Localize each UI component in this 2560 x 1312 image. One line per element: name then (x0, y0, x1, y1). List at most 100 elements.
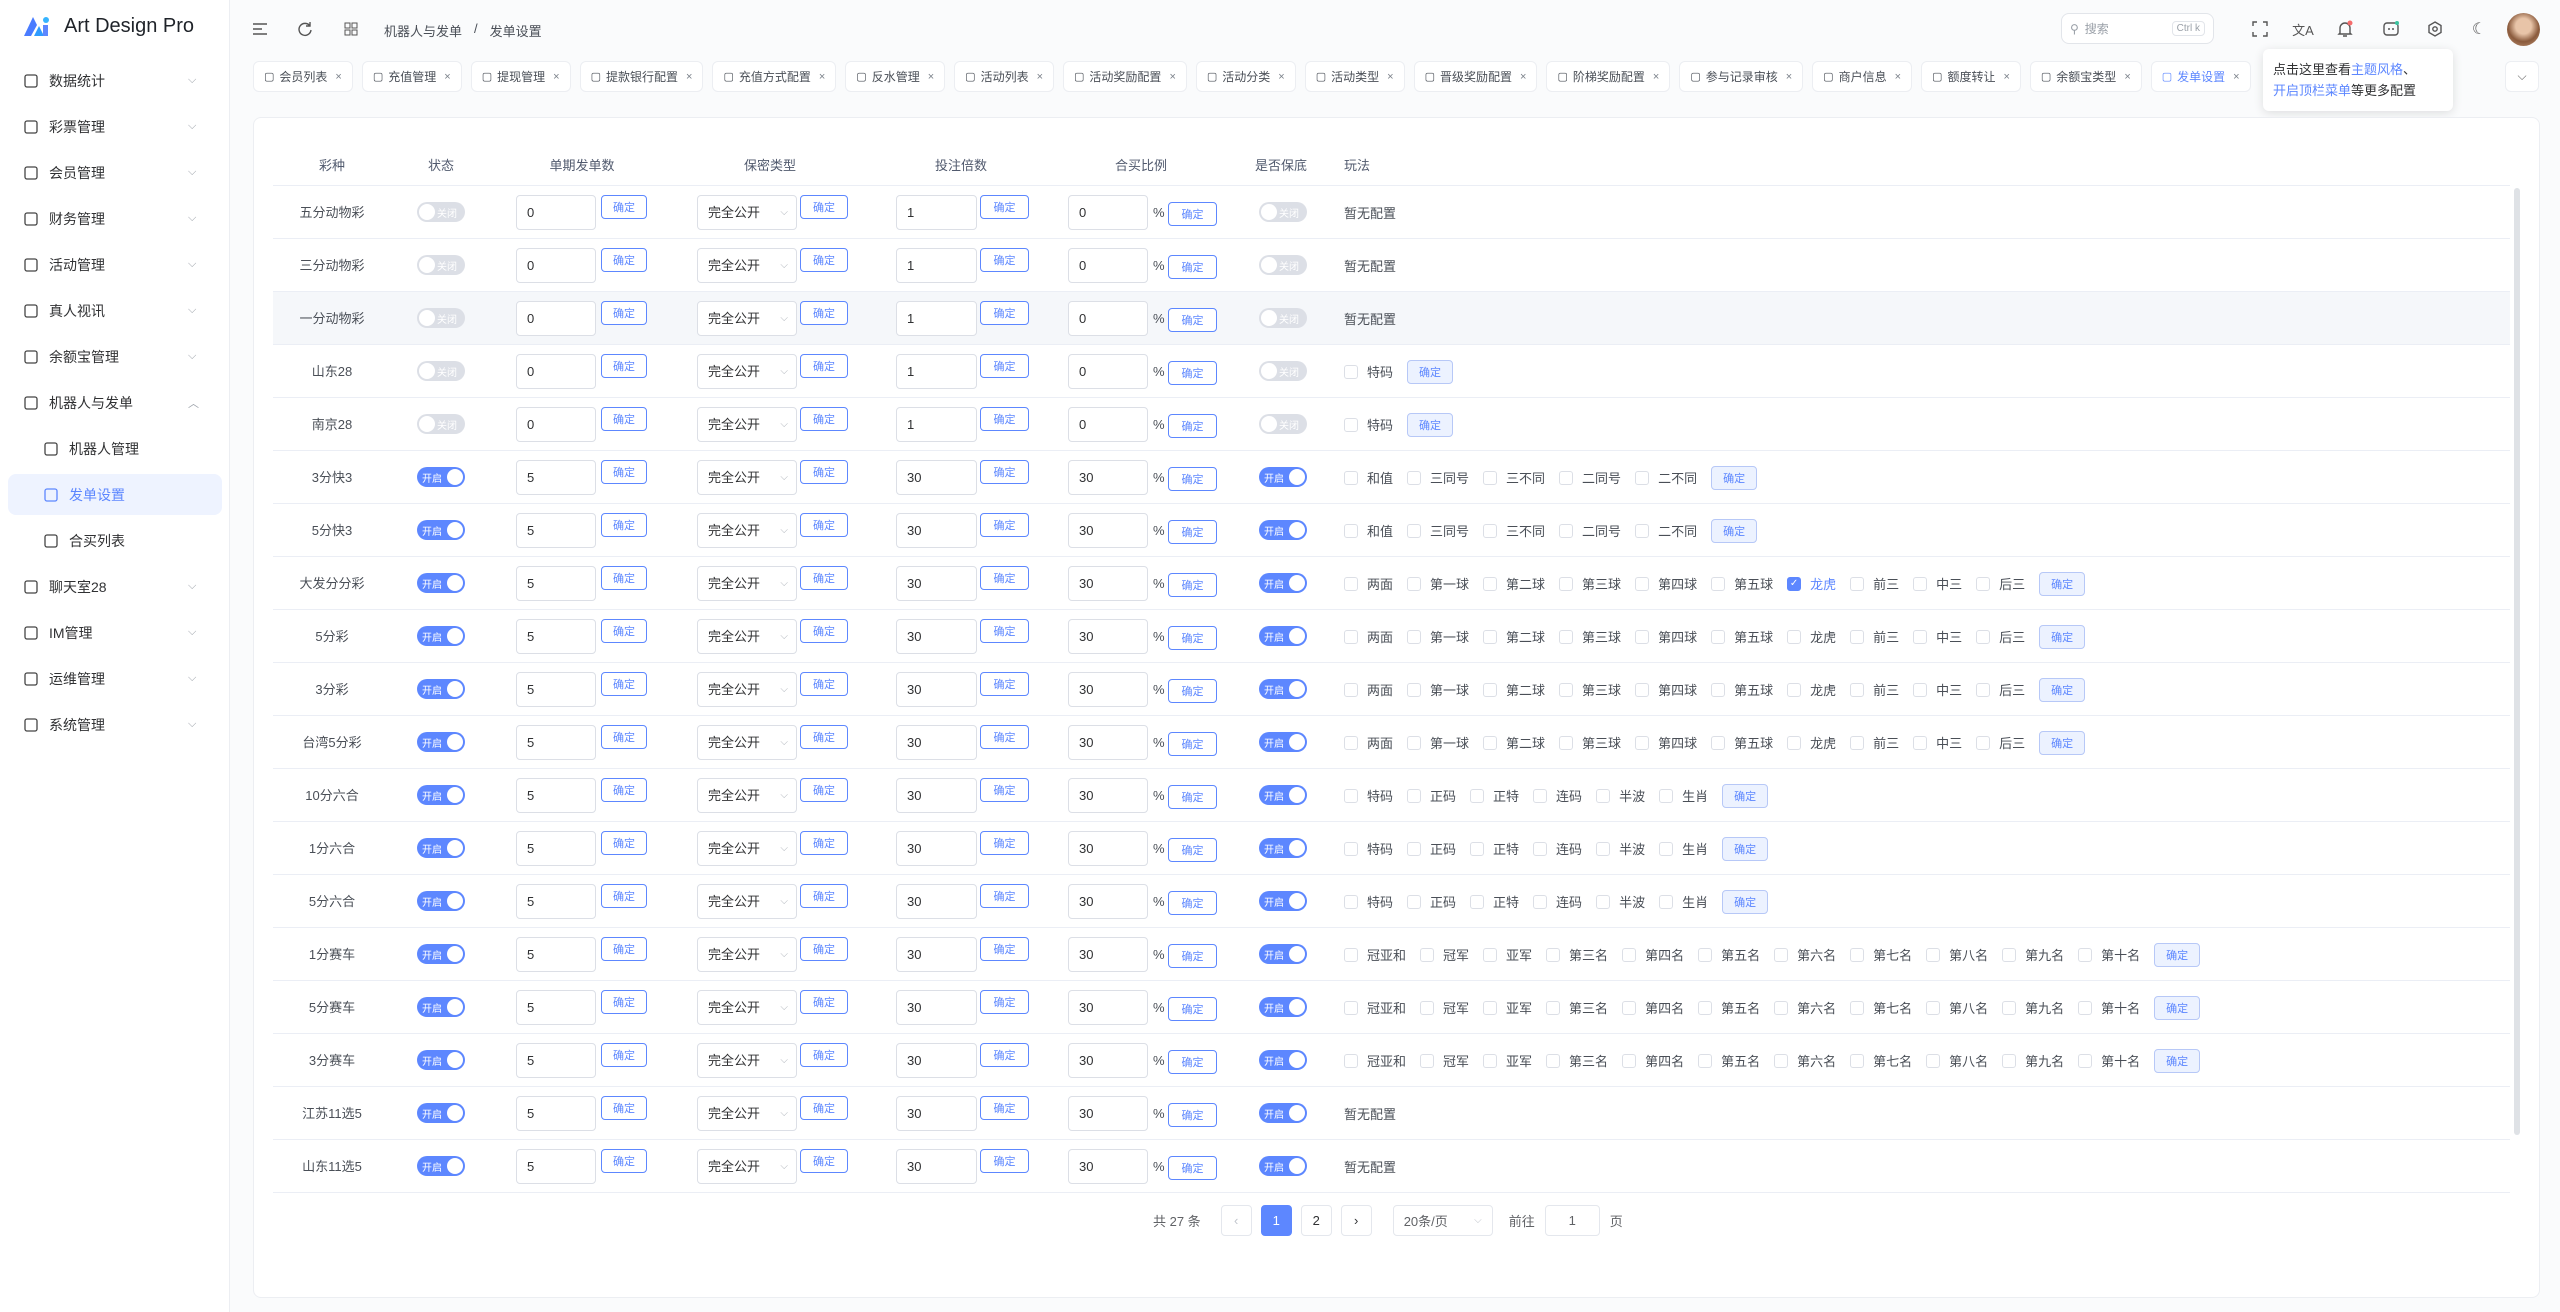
close-icon[interactable]: × (927, 70, 935, 83)
bet-multiple-input[interactable]: 30 (896, 513, 977, 548)
play-checkbox[interactable] (1850, 576, 1865, 591)
confirm-button[interactable]: 确定 (601, 937, 647, 961)
issue-count-input[interactable]: 0 (516, 195, 596, 230)
chat-icon[interactable] (2380, 18, 2402, 40)
play-checkbox[interactable] (1470, 841, 1485, 856)
bet-multiple-input[interactable]: 30 (896, 937, 977, 972)
play-label[interactable]: 第四名 (1645, 1054, 1685, 1069)
sidebar-item[interactable]: 余额宝管理 ⌵ (8, 336, 222, 377)
play-checkbox[interactable] (2078, 1000, 2093, 1015)
confirm-button[interactable]: 确定 (601, 513, 647, 537)
play-checkbox[interactable] (1913, 682, 1928, 697)
share-ratio-input[interactable]: 30 (1068, 725, 1148, 760)
play-label[interactable]: 第一球 (1430, 630, 1470, 645)
confirm-button[interactable]: 确定 (601, 1149, 647, 1173)
play-label[interactable]: 前三 (1873, 630, 1900, 645)
confirm-button[interactable]: 确定 (601, 725, 647, 749)
confirm-plays-button[interactable]: 确定 (1722, 836, 1769, 861)
play-checkbox[interactable] (1635, 576, 1650, 591)
issue-count-input[interactable]: 5 (516, 1149, 596, 1184)
play-checkbox[interactable] (1698, 947, 1713, 962)
tab[interactable]: ▢ 阶梯奖励配置 × (1546, 61, 1671, 92)
play-checkbox[interactable] (1344, 947, 1358, 962)
play-checkbox[interactable] (1559, 629, 1574, 644)
issue-count-input[interactable]: 5 (516, 460, 596, 495)
sidebar-item[interactable]: 聊天室28 ⌵ (8, 566, 222, 607)
share-ratio-input[interactable]: 30 (1068, 513, 1148, 548)
status-toggle[interactable]: 开启 (417, 944, 465, 964)
bet-multiple-input[interactable]: 30 (896, 778, 977, 813)
status-toggle[interactable]: 开启 (417, 1050, 465, 1070)
status-toggle[interactable]: 关闭 (417, 308, 465, 328)
issue-count-input[interactable]: 5 (516, 778, 596, 813)
play-label[interactable]: 第二球 (1506, 630, 1546, 645)
play-checkbox[interactable] (2002, 947, 2017, 962)
fullscreen-icon[interactable] (2249, 18, 2271, 40)
play-label[interactable]: 第六名 (1797, 1001, 1837, 1016)
play-checkbox[interactable] (1483, 1000, 1498, 1015)
confirm-button[interactable]: 确定 (601, 1096, 647, 1120)
guarantee-toggle[interactable]: 开启 (1259, 626, 1307, 646)
tab[interactable]: ▢ 晋级奖励配置 × (1413, 61, 1538, 92)
goto-page-input[interactable]: 1 (1544, 1204, 1600, 1236)
play-label[interactable]: 和值 (1367, 524, 1394, 539)
play-label[interactable]: 第三球 (1582, 577, 1622, 592)
play-label[interactable]: 中三 (1936, 630, 1963, 645)
status-toggle[interactable]: 开启 (417, 679, 465, 699)
share-ratio-input[interactable]: 30 (1068, 1096, 1148, 1131)
confirm-button[interactable]: 确定 (601, 566, 647, 590)
play-label[interactable]: 两面 (1367, 683, 1394, 698)
confirm-button[interactable]: 确定 (980, 778, 1029, 802)
play-checkbox[interactable] (1850, 947, 1865, 962)
play-checkbox[interactable] (1546, 947, 1561, 962)
play-checkbox[interactable] (1774, 1000, 1789, 1015)
secrecy-type-select[interactable]: 完全公开 ⌵ (697, 672, 797, 707)
play-checkbox[interactable] (1711, 735, 1726, 750)
play-checkbox[interactable] (1407, 894, 1422, 909)
play-checkbox[interactable] (1546, 1000, 1561, 1015)
issue-count-input[interactable]: 0 (516, 407, 596, 442)
issue-count-input[interactable]: 5 (516, 990, 596, 1025)
play-label[interactable]: 第二球 (1506, 736, 1546, 751)
close-icon[interactable]: × (2124, 70, 2131, 83)
play-label[interactable]: 特码 (1367, 895, 1394, 910)
play-label[interactable]: 第五球 (1734, 577, 1774, 592)
tab[interactable]: ▢ 充值方式配置 × (712, 61, 837, 92)
secrecy-type-select[interactable]: 完全公开 ⌵ (697, 619, 797, 654)
guarantee-toggle[interactable]: 开启 (1259, 838, 1307, 858)
secrecy-type-select[interactable]: 完全公开 ⌵ (697, 831, 797, 866)
confirm-plays-button[interactable]: 确定 (2154, 995, 2201, 1020)
confirm-button[interactable]: 确定 (980, 672, 1029, 696)
bet-multiple-input[interactable]: 1 (896, 301, 977, 336)
confirm-button[interactable]: 确定 (980, 831, 1029, 855)
issue-count-input[interactable]: 0 (516, 354, 596, 389)
close-icon[interactable]: × (1785, 70, 1793, 83)
play-checkbox[interactable] (1344, 417, 1358, 432)
tab[interactable]: ▢ 提款银行配置 × (579, 61, 704, 92)
status-toggle[interactable]: 关闭 (417, 202, 465, 222)
sidebar-item[interactable]: 运维管理 ⌵ (8, 658, 222, 699)
confirm-button[interactable]: 确定 (1168, 414, 1217, 438)
confirm-button[interactable]: 确定 (1168, 520, 1217, 544)
issue-count-input[interactable]: 5 (516, 1096, 596, 1131)
play-label[interactable]: 中三 (1936, 577, 1963, 592)
status-toggle[interactable]: 关闭 (417, 255, 465, 275)
confirm-button[interactable]: 确定 (1168, 626, 1217, 650)
guarantee-toggle[interactable]: 关闭 (1259, 202, 1307, 222)
confirm-button[interactable]: 确定 (1168, 838, 1217, 862)
secrecy-type-select[interactable]: 完全公开 ⌵ (697, 1149, 797, 1184)
play-label[interactable]: 第四名 (1645, 948, 1685, 963)
play-label[interactable]: 第八名 (1949, 948, 1989, 963)
share-ratio-input[interactable]: 30 (1068, 937, 1148, 972)
play-checkbox[interactable] (1483, 682, 1498, 697)
tab[interactable]: ▢ 活动分类 × (1195, 61, 1296, 92)
play-label[interactable]: 三同号 (1430, 524, 1470, 539)
play-label[interactable]: 连码 (1556, 789, 1583, 804)
confirm-button[interactable]: 确定 (601, 354, 647, 378)
play-checkbox[interactable] (1407, 682, 1422, 697)
play-checkbox[interactable] (1976, 576, 1991, 591)
play-checkbox[interactable] (1850, 1053, 1865, 1068)
play-label[interactable]: 第八名 (1949, 1054, 1989, 1069)
grid-icon[interactable] (340, 18, 362, 40)
sidebar-item[interactable]: 数据统计 ⌵ (8, 60, 222, 101)
